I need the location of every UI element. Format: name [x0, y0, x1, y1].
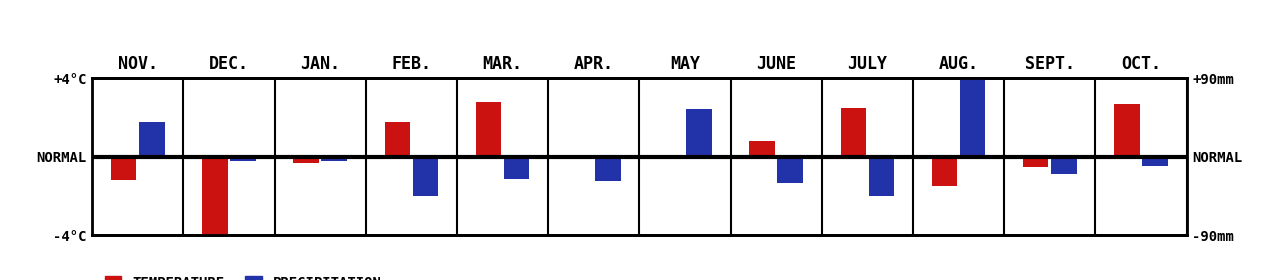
- Bar: [932, 157, 957, 186]
- Bar: [111, 157, 137, 180]
- Bar: [202, 157, 228, 235]
- Text: SEPT.: SEPT.: [1025, 55, 1075, 73]
- Bar: [960, 78, 986, 157]
- Text: MAY: MAY: [669, 55, 700, 73]
- Bar: [412, 157, 438, 196]
- Bar: [504, 157, 530, 179]
- Bar: [384, 122, 410, 157]
- Text: DEC.: DEC.: [209, 55, 248, 73]
- Bar: [1142, 157, 1167, 165]
- Bar: [777, 157, 803, 183]
- Bar: [749, 141, 774, 157]
- Text: NOV.: NOV.: [118, 55, 157, 73]
- Bar: [1114, 104, 1139, 157]
- Bar: [1051, 157, 1076, 174]
- Bar: [140, 122, 165, 157]
- Text: AUG.: AUG.: [938, 55, 978, 73]
- Bar: [293, 157, 319, 163]
- Text: OCT.: OCT.: [1121, 55, 1161, 73]
- Bar: [230, 157, 256, 161]
- Bar: [595, 157, 621, 181]
- Text: APR.: APR.: [573, 55, 614, 73]
- Bar: [686, 109, 712, 157]
- Bar: [869, 157, 895, 196]
- Legend: TEMPERATURE, PRECIPITATION: TEMPERATURE, PRECIPITATION: [99, 270, 388, 280]
- Text: JUNE: JUNE: [756, 55, 796, 73]
- Text: FEB.: FEB.: [392, 55, 431, 73]
- Text: MAR.: MAR.: [483, 55, 522, 73]
- Text: JULY: JULY: [847, 55, 887, 73]
- Text: JAN.: JAN.: [300, 55, 340, 73]
- Bar: [321, 157, 347, 161]
- Bar: [1023, 157, 1048, 167]
- Bar: [476, 102, 502, 157]
- Bar: [841, 108, 867, 157]
